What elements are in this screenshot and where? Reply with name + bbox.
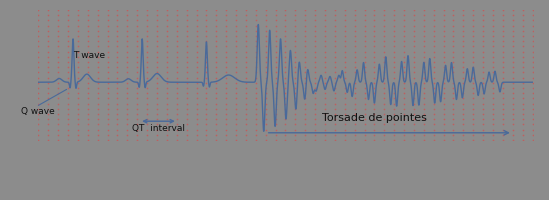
Text: Torsade de pointes: Torsade de pointes: [322, 113, 427, 123]
Text: Q wave: Q wave: [21, 107, 55, 116]
Text: T wave: T wave: [73, 51, 105, 60]
Text: QT  interval: QT interval: [132, 124, 185, 133]
